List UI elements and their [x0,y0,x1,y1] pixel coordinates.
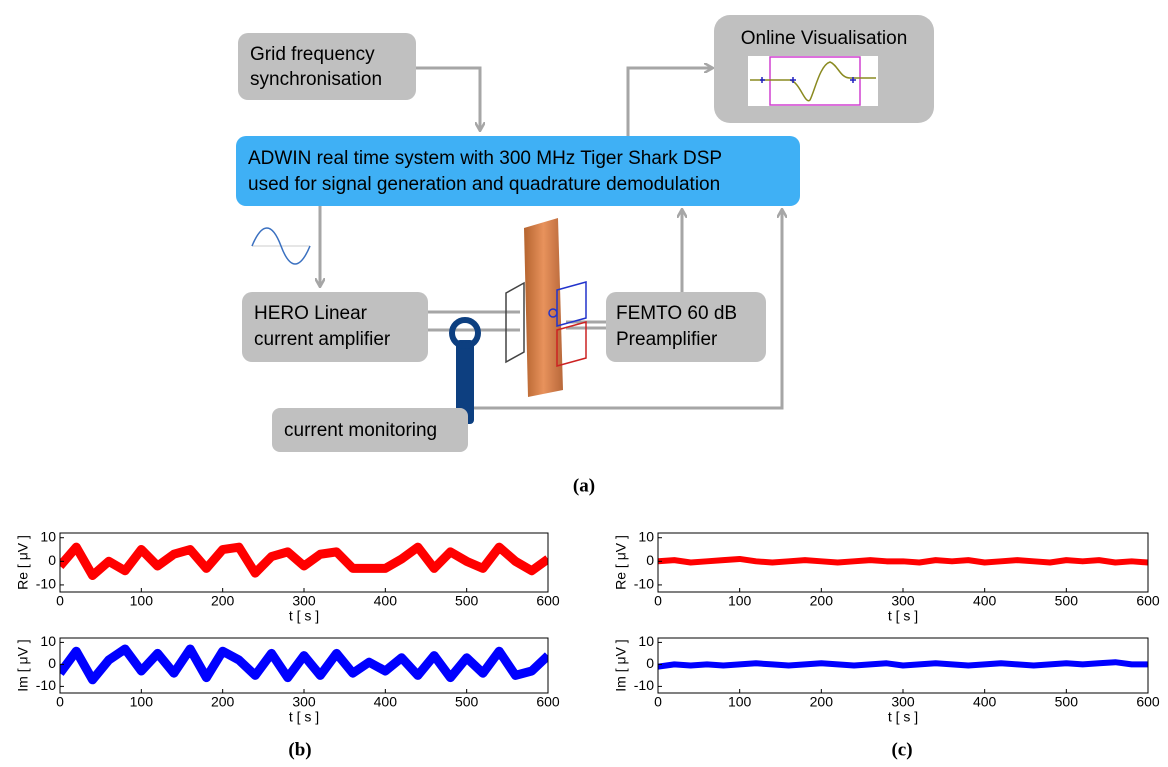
x-tick-label: 300 [891,593,915,609]
panel-label: (c) [891,739,912,760]
x-tick-label: 600 [536,593,560,609]
y-tick-label: 0 [48,552,56,568]
x-tick-label: 300 [292,694,316,710]
grid-sync-line: synchronisation [250,69,382,90]
current-monitoring-label: current monitoring [284,420,437,441]
y-tick-label: 0 [646,655,654,671]
x-axis-label: t [ s ] [888,709,918,725]
signal-line [60,542,548,580]
x-tick-label: 100 [130,593,154,609]
adwin-box [236,136,800,206]
plot-area [60,542,548,580]
online-vis-label: Online Visualisation [741,28,908,49]
panel-label: (b) [288,739,311,760]
x-tick-label: 0 [56,694,64,710]
y-tick-label: 10 [638,528,654,544]
x-tick-label: 300 [292,593,316,609]
x-axis-label: t [ s ] [289,608,319,624]
femto-line: Preamplifier [616,329,718,350]
x-tick-label: 400 [973,694,997,710]
x-tick-label: 300 [891,694,915,710]
x-tick-label: 400 [374,593,398,609]
plot-area [658,555,1148,566]
plot-area [658,659,1148,670]
vis-thumbnail [748,56,878,106]
sensor-setup [449,218,587,424]
hero-line: current amplifier [254,329,391,350]
signal-line [658,659,1148,670]
x-tick-label: 100 [728,694,752,710]
hero-line: HERO Linear [254,303,368,324]
signal-line [60,644,548,685]
hero-box [242,292,428,362]
x-tick-label: 400 [374,694,398,710]
y-tick-label: -10 [36,576,56,592]
y-tick-label: 10 [638,633,654,649]
panel-label: (a) [573,475,595,496]
y-tick-label: 10 [40,528,56,544]
y-axis-label: Im [ μV ] [613,639,629,691]
x-tick-label: 0 [654,694,662,710]
x-tick-label: 100 [130,694,154,710]
x-tick-label: 200 [810,694,834,710]
x-tick-label: 200 [211,694,235,710]
current-monitoring-box [272,408,468,452]
x-tick-label: 100 [728,593,752,609]
y-axis-label: Im [ μV ] [15,639,31,691]
y-tick-label: 0 [48,655,56,671]
y-tick-label: 0 [646,552,654,568]
x-tick-label: 200 [810,593,834,609]
x-tick-label: 600 [1136,694,1160,710]
y-tick-label: -10 [634,576,654,592]
y-axis-label: Re [ μV ] [15,535,31,590]
y-tick-label: -10 [36,677,56,693]
y-tick-label: 10 [40,633,56,649]
y-axis-label: Re [ μV ] [613,535,629,590]
plot-area [60,644,548,685]
adwin-line: ADWIN real time system with 300 MHz Tige… [248,148,722,169]
x-tick-label: 500 [455,593,479,609]
x-tick-label: 0 [56,593,64,609]
grid-sync-box [238,33,416,100]
x-tick-label: 200 [211,593,235,609]
x-tick-label: 500 [455,694,479,710]
x-axis-label: t [ s ] [289,709,319,725]
x-tick-label: 600 [536,694,560,710]
grid-sync-line: Grid frequency [250,44,375,65]
x-tick-label: 500 [1055,593,1079,609]
x-tick-label: 600 [1136,593,1160,609]
x-tick-label: 500 [1055,694,1079,710]
y-tick-label: -10 [634,677,654,693]
signal-line [658,555,1148,566]
x-tick-label: 400 [973,593,997,609]
femto-line: FEMTO 60 dB [616,303,737,324]
adwin-line: used for signal generation and quadratur… [248,174,720,195]
x-tick-label: 0 [654,593,662,609]
x-axis-label: t [ s ] [888,608,918,624]
sine-icon [251,227,311,265]
femto-box [606,292,766,362]
connectors [320,68,782,410]
